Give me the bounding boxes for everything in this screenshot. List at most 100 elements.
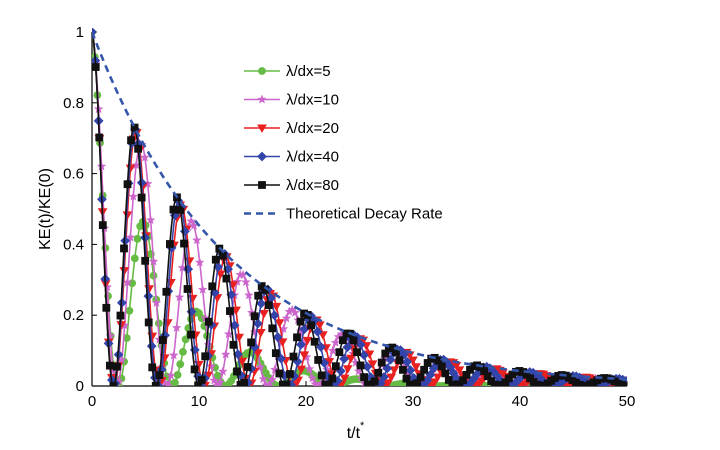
data-point bbox=[370, 377, 379, 386]
data-point bbox=[304, 363, 315, 374]
data-point bbox=[312, 326, 323, 337]
data-point bbox=[194, 257, 205, 267]
data-point bbox=[339, 374, 350, 384]
data-point bbox=[120, 244, 128, 253]
data-point bbox=[360, 373, 369, 382]
data-point bbox=[144, 318, 153, 327]
data-point bbox=[192, 235, 202, 245]
data-point bbox=[148, 363, 157, 372]
data-point bbox=[168, 350, 179, 360]
data-point bbox=[296, 317, 305, 326]
data-point bbox=[171, 378, 179, 386]
legend-label: λ/dx=80 bbox=[286, 177, 339, 194]
data-point bbox=[226, 307, 234, 315]
data-point bbox=[367, 360, 378, 369]
legend-label: λ/dx=10 bbox=[286, 92, 339, 109]
data-point bbox=[233, 367, 241, 376]
legend-item-3: λ/dx=40 bbox=[244, 149, 339, 166]
data-point bbox=[362, 361, 373, 372]
data-point bbox=[318, 331, 328, 340]
data-point bbox=[128, 191, 139, 201]
legend-label: Theoretical Decay Rate bbox=[286, 206, 443, 223]
data-point bbox=[441, 369, 450, 378]
data-point bbox=[271, 302, 282, 312]
data-point bbox=[95, 133, 104, 142]
data-point bbox=[247, 338, 256, 347]
data-point bbox=[163, 380, 173, 386]
data-point bbox=[405, 365, 416, 376]
data-point bbox=[220, 349, 231, 359]
x-tick-label: 0 bbox=[88, 393, 96, 410]
legend-item-0: λ/dx=5 bbox=[244, 63, 331, 80]
data-point bbox=[272, 332, 283, 342]
data-point bbox=[386, 373, 397, 383]
data-point bbox=[197, 284, 208, 294]
data-point bbox=[445, 362, 456, 373]
legend-label: λ/dx=40 bbox=[286, 149, 339, 166]
data-point bbox=[190, 365, 199, 374]
series-line-5 bbox=[92, 31, 627, 381]
data-point bbox=[254, 291, 263, 300]
legend-item-1: λ/dx=10 bbox=[244, 92, 339, 109]
data-point bbox=[151, 297, 162, 308]
data-point bbox=[171, 322, 182, 332]
data-point bbox=[299, 324, 310, 335]
data-point bbox=[437, 362, 446, 371]
data-point bbox=[127, 136, 135, 145]
data-point bbox=[143, 291, 154, 302]
data-point bbox=[183, 285, 192, 293]
data-point bbox=[231, 306, 241, 316]
y-tick-label: 0.2 bbox=[63, 307, 84, 324]
data-point bbox=[105, 361, 114, 370]
data-point bbox=[237, 357, 248, 367]
y-tick-label: 0 bbox=[76, 378, 84, 395]
data-point bbox=[158, 336, 167, 344]
data-point bbox=[155, 371, 164, 379]
data-point bbox=[282, 380, 291, 386]
data-point bbox=[180, 239, 188, 248]
data-point bbox=[116, 311, 125, 320]
data-point bbox=[432, 373, 443, 383]
data-point bbox=[125, 232, 136, 242]
data-point bbox=[149, 271, 158, 280]
data-point bbox=[240, 378, 248, 386]
legend-marker bbox=[258, 181, 266, 189]
data-point bbox=[356, 361, 365, 370]
data-point bbox=[296, 365, 307, 375]
data-point bbox=[275, 369, 284, 378]
data-point bbox=[264, 380, 274, 386]
data-point bbox=[281, 313, 292, 323]
y-tick-label: 0.4 bbox=[63, 236, 84, 253]
data-point bbox=[179, 347, 187, 356]
data-point bbox=[374, 368, 383, 377]
data-point bbox=[187, 330, 195, 339]
data-point bbox=[342, 342, 353, 353]
data-point bbox=[377, 358, 386, 367]
data-point bbox=[328, 374, 337, 383]
data-point bbox=[133, 234, 142, 243]
y-axis-label: KE(t)/KE(0) bbox=[37, 168, 54, 250]
data-point bbox=[109, 382, 118, 386]
y-tick-label: 0.6 bbox=[63, 166, 84, 183]
data-point bbox=[302, 336, 313, 346]
data-point bbox=[130, 254, 139, 263]
data-point bbox=[271, 349, 280, 358]
data-point bbox=[123, 180, 132, 189]
data-point bbox=[209, 375, 220, 385]
legend-marker bbox=[257, 94, 267, 104]
data-point bbox=[151, 381, 160, 386]
x-tick-label: 20 bbox=[298, 393, 315, 410]
data-point bbox=[141, 256, 150, 265]
data-point bbox=[130, 123, 139, 132]
data-point bbox=[399, 365, 407, 374]
data-point bbox=[252, 349, 263, 359]
data-point bbox=[208, 282, 217, 291]
data-point bbox=[169, 205, 178, 214]
data-point bbox=[290, 307, 300, 317]
legend-item-4: λ/dx=80 bbox=[244, 177, 339, 194]
data-point bbox=[339, 336, 347, 345]
data-point bbox=[250, 312, 259, 321]
data-point bbox=[134, 144, 143, 153]
x-tick-label: 40 bbox=[512, 393, 529, 410]
